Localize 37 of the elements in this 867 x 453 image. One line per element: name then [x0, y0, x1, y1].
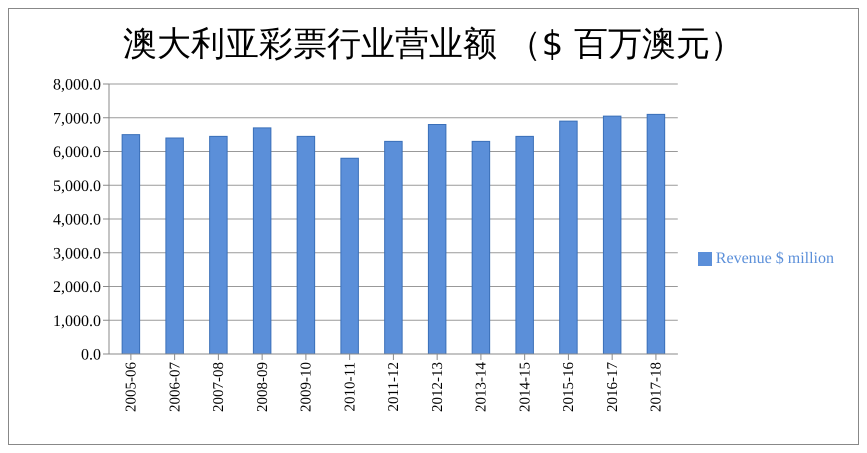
- bar: [559, 120, 578, 354]
- x-tick-label: 2014-15: [517, 362, 534, 412]
- x-tick-label: 2008-09: [254, 362, 271, 412]
- bar: [515, 136, 534, 354]
- x-tick-label: 2010-11: [342, 362, 358, 412]
- y-tick-label: 6,000.0: [53, 144, 101, 162]
- bar: [340, 158, 359, 354]
- y-tick-label: 4,000.0: [53, 212, 101, 229]
- bar: [296, 136, 316, 354]
- bar: [602, 116, 622, 354]
- bar: [165, 138, 184, 354]
- y-tick-label: 7,000.0: [53, 110, 101, 128]
- bar: [646, 114, 666, 354]
- x-tick-label: 2015-16: [561, 362, 578, 412]
- x-tick-label: 2016-17: [604, 362, 621, 412]
- x-tick-label: 2005-06: [124, 362, 140, 412]
- y-tick-label: 8,000.0: [53, 76, 101, 94]
- x-tick-label: 2011-12: [386, 362, 402, 412]
- legend-label: Revenue $ million: [716, 250, 834, 267]
- x-tick-label: 2009-10: [298, 362, 315, 412]
- x-tick-label: 2007-08: [211, 362, 228, 412]
- bar: [209, 136, 228, 354]
- bar: [252, 127, 272, 354]
- x-tick-label: 2006-07: [167, 362, 184, 412]
- y-tick-label: 3,000.0: [53, 245, 101, 262]
- y-tick-label: 2,000.0: [53, 279, 101, 296]
- x-tick-label: 2017-18: [648, 362, 665, 412]
- y-tick-label: 0.0: [81, 346, 101, 364]
- bar: [472, 140, 490, 354]
- y-tick-label: 1,000.0: [53, 312, 101, 330]
- bar: [428, 124, 446, 354]
- y-tick-label: 5,000.0: [53, 178, 101, 195]
- chart-title: 澳大利亚彩票行业营业额 （$ 百万澳元）: [122, 24, 744, 64]
- bar: [122, 134, 140, 354]
- bar: [384, 140, 403, 354]
- x-tick-label: 2012-13: [430, 362, 446, 412]
- x-tick-label: 2013-14: [474, 362, 490, 412]
